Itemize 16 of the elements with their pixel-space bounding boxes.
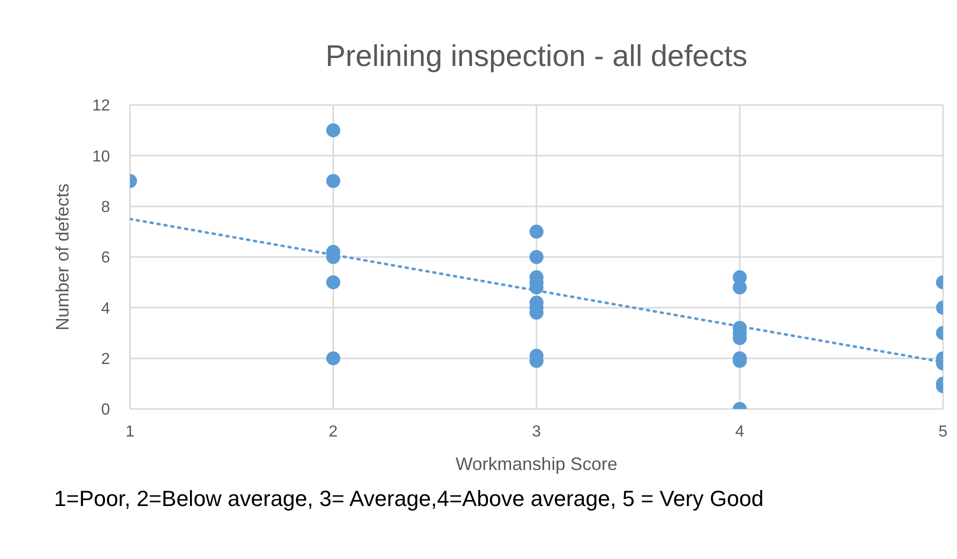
- x-tick-label: 2: [328, 423, 338, 440]
- x-tick-label: 4: [735, 423, 744, 440]
- y-tick-label: 2: [101, 351, 110, 368]
- x-tick-label: 5: [938, 423, 948, 440]
- x-tick-label: 3: [532, 423, 542, 440]
- y-tick-label: 4: [101, 300, 110, 318]
- x-axis-title: Workmanship Score: [456, 454, 618, 474]
- y-tick-label: 10: [92, 148, 110, 166]
- y-tick-label: 0: [101, 402, 110, 419]
- chart-title: Prelining inspection - all defects: [324, 40, 748, 74]
- y-axis-title: Number of defects: [52, 183, 72, 331]
- text: 1=Poor, 2=Below average, 3= Average,4=Above average, 5 = Very Good: [54, 486, 764, 512]
- y-tick-label: 8: [101, 199, 110, 216]
- y-tick-label: 12: [92, 98, 110, 115]
- x-tick-label: 1: [126, 423, 135, 440]
- y-tick-label: 6: [101, 250, 110, 267]
